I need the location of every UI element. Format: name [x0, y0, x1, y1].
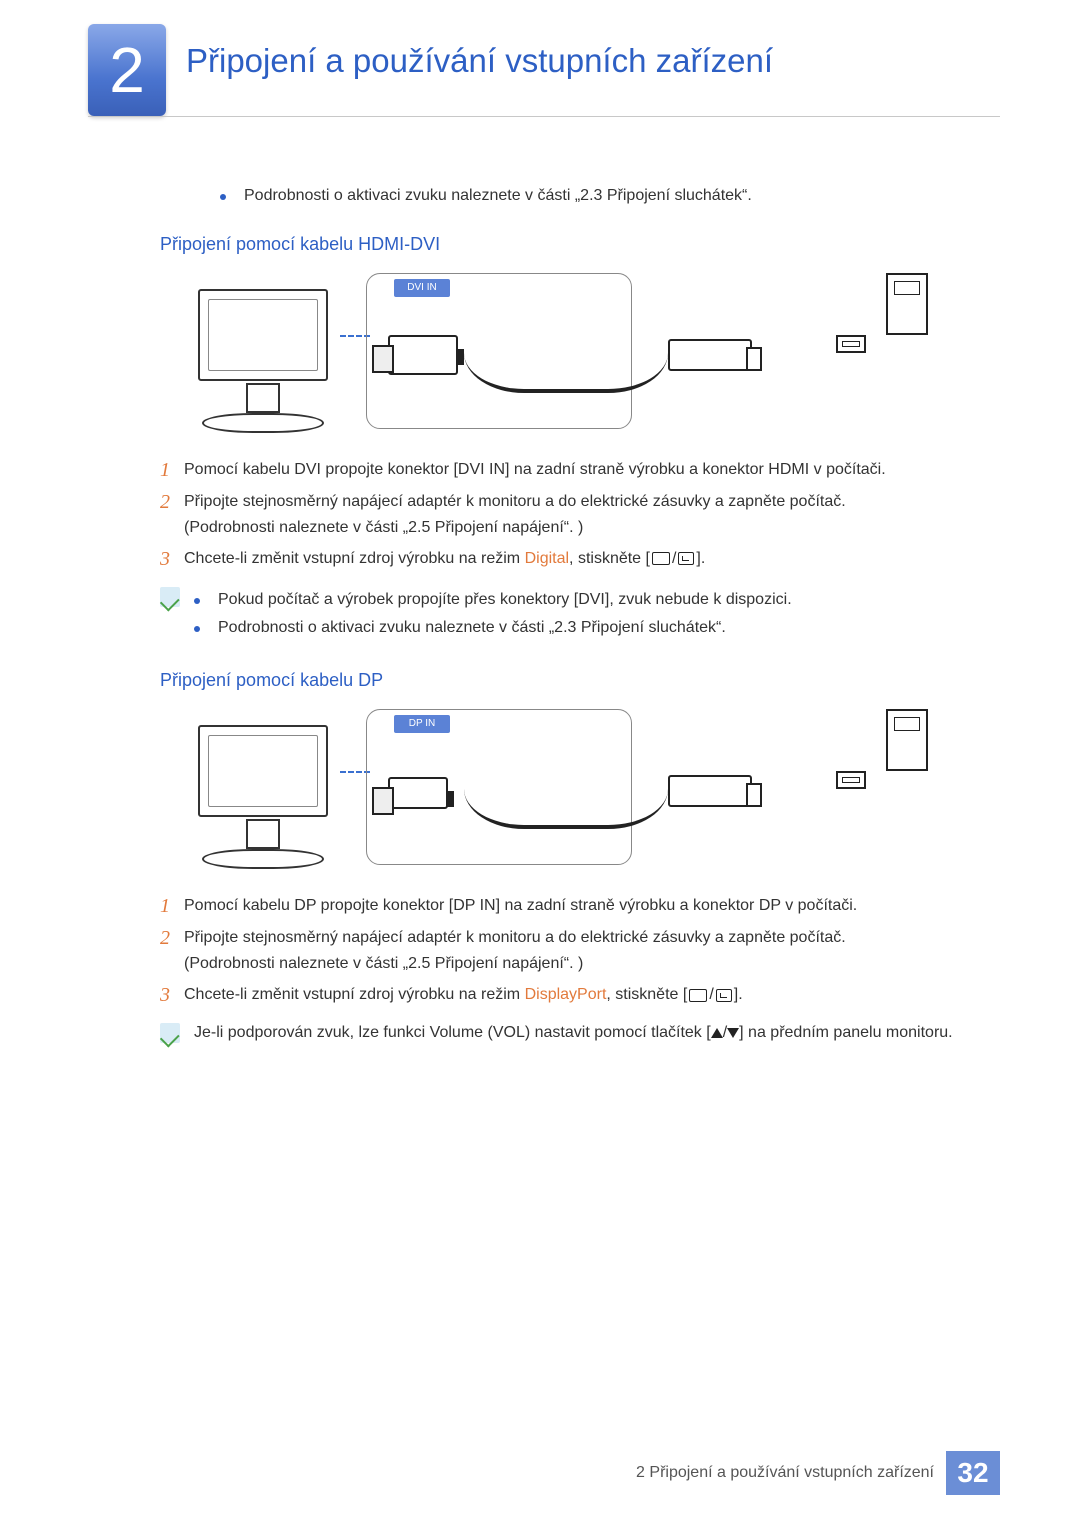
section-heading-hdmi-dvi: Připojení pomocí kabelu HDMI-DVI	[160, 234, 980, 255]
step-text: Pomocí kabelu DVI propojte konektor [DVI…	[184, 457, 886, 483]
down-triangle-icon	[727, 1028, 739, 1038]
section-heading-dp: Připojení pomocí kabelu DP	[160, 670, 980, 691]
header-divider	[88, 116, 1000, 117]
step-number: 1	[160, 457, 184, 483]
step-text: Připojte stejnosměrný napájecí adaptér k…	[184, 489, 846, 540]
step-number: 3	[160, 982, 184, 1008]
step-text: Chcete-li změnit vstupní zdroj výrobku n…	[184, 982, 743, 1008]
pc-port-illustration	[836, 335, 866, 353]
pc-port-illustration	[836, 771, 866, 789]
bullet-icon	[194, 626, 200, 632]
chapter-title: Připojení a používání vstupních zařízení	[186, 42, 773, 80]
enter-button-icon	[678, 552, 694, 565]
pc-tower-illustration	[886, 709, 928, 771]
step-text: Chcete-li změnit vstupní zdroj výrobku n…	[184, 546, 705, 572]
hdmi-connector-illustration	[668, 339, 752, 371]
bullet-icon	[194, 598, 200, 604]
source-button-icon	[689, 989, 707, 1002]
dvi-connector-illustration	[388, 335, 458, 375]
source-button-icon	[652, 552, 670, 565]
step-number: 3	[160, 546, 184, 572]
step-number: 1	[160, 893, 184, 919]
monitor-illustration	[188, 725, 338, 873]
diagram-hdmi-dvi: DVI IN	[188, 273, 928, 443]
step-text: Připojte stejnosměrný napájecí adaptér k…	[184, 925, 846, 976]
info-note: Je-li podporován zvuk, lze funkci Volume…	[194, 1020, 980, 1046]
port-label-dp-in: DP IN	[394, 715, 450, 733]
port-label-dvi-in: DVI IN	[394, 279, 450, 297]
dp-connector-illustration	[668, 775, 752, 807]
chapter-number-badge: 2	[88, 24, 166, 116]
up-triangle-icon	[711, 1028, 723, 1038]
bullet-icon	[220, 194, 226, 200]
step-text: Pomocí kabelu DP propojte konektor [DP I…	[184, 893, 857, 919]
step-number: 2	[160, 489, 184, 540]
monitor-illustration	[188, 289, 338, 437]
footer-page-number: 32	[946, 1451, 1000, 1495]
diagram-dp: DP IN	[188, 709, 928, 879]
pc-tower-illustration	[886, 273, 928, 335]
step-number: 2	[160, 925, 184, 976]
top-note-text: Podrobnosti o aktivaci zvuku naleznete v…	[244, 184, 752, 208]
info-note: Pokud počítač a výrobek propojíte přes k…	[218, 588, 792, 612]
enter-button-icon	[716, 989, 732, 1002]
note-icon	[160, 587, 180, 607]
note-icon	[160, 1023, 180, 1043]
info-note: Podrobnosti o aktivaci zvuku naleznete v…	[218, 616, 726, 640]
dp-connector-illustration	[388, 777, 448, 809]
footer-chapter-text: 2 Připojení a používání vstupních zaříze…	[636, 1464, 934, 1482]
